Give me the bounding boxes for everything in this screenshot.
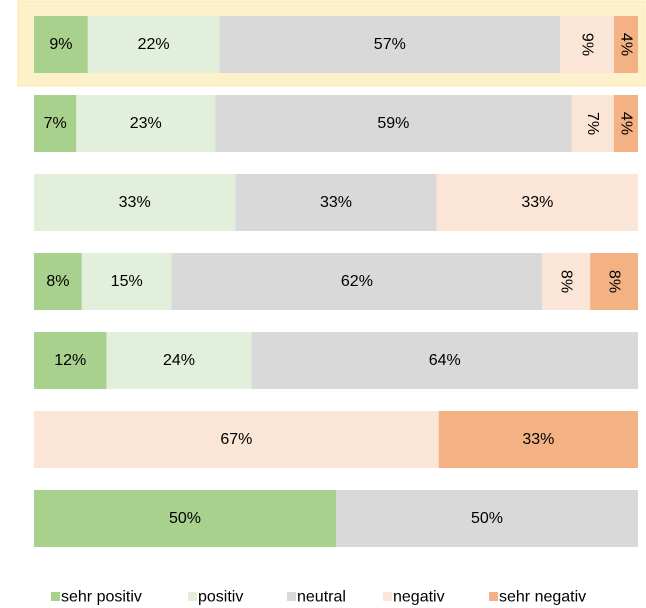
- legend-swatch: [188, 592, 197, 601]
- bar-segment: [436, 174, 638, 231]
- data-label: 23%: [130, 115, 162, 132]
- data-label: 8%: [606, 270, 623, 293]
- data-label: 22%: [138, 36, 170, 53]
- legend-swatch: [489, 592, 498, 601]
- legend-swatch: [51, 592, 60, 601]
- bar-segment: [438, 411, 638, 468]
- data-label: 64%: [429, 352, 461, 369]
- data-label: 7%: [44, 115, 67, 132]
- bar-segment: [34, 174, 236, 231]
- bar-segment: [571, 95, 614, 152]
- bar-segment: [34, 95, 77, 152]
- data-label: 9%: [579, 33, 596, 56]
- data-label: 50%: [471, 510, 503, 527]
- bar-segment: [590, 253, 638, 310]
- legend-label: neutral: [297, 589, 346, 606]
- bar-segment: [106, 332, 252, 389]
- bar-segment: [34, 253, 82, 310]
- legend-label: negativ: [393, 589, 445, 606]
- data-label: 7%: [584, 112, 601, 135]
- bar-segment: [235, 174, 437, 231]
- bar-segment: [34, 490, 336, 547]
- bar-segment: [171, 253, 543, 310]
- bar-segment: [336, 490, 638, 547]
- data-label: 59%: [377, 115, 409, 132]
- bar-segment: [542, 253, 591, 310]
- data-label: 33%: [119, 194, 151, 211]
- data-label: 4%: [618, 33, 635, 56]
- data-label: 4%: [617, 112, 634, 135]
- data-label: 33%: [522, 431, 554, 448]
- bar-segment: [613, 95, 638, 152]
- data-label: 12%: [54, 352, 86, 369]
- bar-segment: [87, 16, 220, 73]
- legend-label: positiv: [198, 589, 243, 606]
- data-label: 8%: [46, 273, 69, 290]
- bar-segment: [34, 332, 107, 389]
- legend-label: sehr negativ: [499, 589, 586, 606]
- bar-segment: [34, 411, 439, 468]
- bar-segment: [219, 16, 561, 73]
- legend-swatch: [383, 592, 392, 601]
- bar-segment: [614, 16, 638, 73]
- data-label: 62%: [341, 273, 373, 290]
- legend-label: sehr positiv: [61, 589, 142, 606]
- bar-segment: [76, 95, 216, 152]
- data-label: 67%: [220, 431, 252, 448]
- bar-segment: [215, 95, 572, 152]
- data-label: 33%: [521, 194, 553, 211]
- bar-segment: [251, 332, 638, 389]
- legend-swatch: [287, 592, 296, 601]
- data-label: 15%: [111, 273, 143, 290]
- bar-segment: [560, 16, 615, 73]
- data-label: 33%: [320, 194, 352, 211]
- data-label: 24%: [163, 352, 195, 369]
- bar-segment: [34, 16, 88, 73]
- data-label: 50%: [169, 510, 201, 527]
- data-label: 57%: [374, 36, 406, 53]
- data-label: 9%: [49, 36, 72, 53]
- bar-segment: [81, 253, 172, 310]
- data-label: 8%: [558, 270, 575, 293]
